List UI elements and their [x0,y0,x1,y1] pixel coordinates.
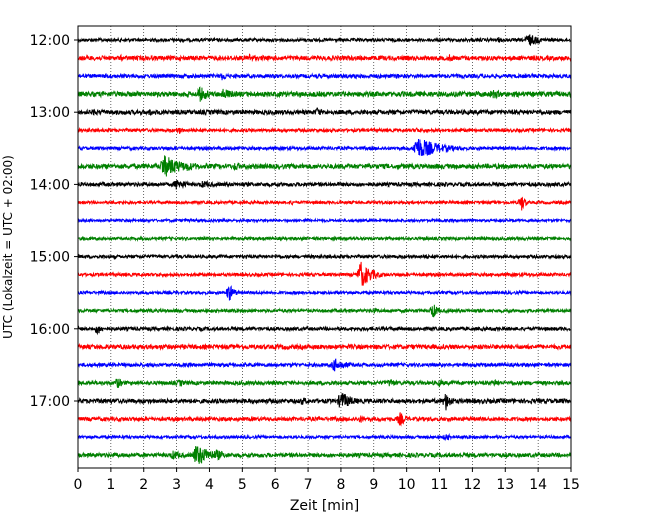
trace-1645 [77,378,572,389]
x-tick-label: 3 [172,477,181,493]
y-tick-label: 15:00 [30,250,70,266]
x-tick-label: 0 [74,477,83,493]
trace-1315 [77,126,572,135]
x-tick-label: 8 [336,477,345,493]
trace-1245 [77,86,572,102]
y-axis-ticks: 12:00 13:00 14:00 15:00 16:00 17:00 [30,33,78,410]
x-tick-label: 2 [139,477,148,493]
x-tick-label: 12 [463,477,481,493]
trace-1430 [77,217,572,224]
y-tick-label: 14:00 [30,177,70,193]
plot-frame [77,25,572,469]
y-tick-label: 12:00 [30,33,70,49]
trace-1545 [77,304,572,318]
trace-1715 [77,412,572,427]
x-tick-label: 10 [398,477,416,493]
traces-layer [77,34,572,464]
trace-1200 [77,34,572,46]
y-tick-label: 16:00 [30,322,70,338]
trace-1400 [77,179,572,190]
trace-1515 [77,261,572,286]
x-tick-label: 4 [205,477,214,493]
y-tick-label: 17:00 [30,394,70,410]
x-axis-ticks: 0 1 2 3 4 5 6 7 8 9 10 11 12 13 14 15 [74,468,580,493]
x-tick-label: 13 [496,477,514,493]
trace-1700 [77,393,572,411]
x-axis-label: Zeit [min] [290,498,359,514]
x-tick-label: 9 [369,477,378,493]
trace-1300 [77,107,572,117]
x-tick-label: 7 [304,477,313,493]
trace-1500 [77,253,572,261]
y-tick-label: 13:00 [30,105,70,121]
trace-1530 [77,285,572,301]
trace-1330 [77,138,572,156]
trace-1345 [77,155,572,177]
trace-1630 [77,358,572,372]
trace-1745 [77,446,572,464]
trace-1415 [77,196,572,211]
x-tick-label: 1 [106,477,115,493]
x-tick-label: 15 [562,477,580,493]
x-tick-label: 14 [529,477,547,493]
trace-1445 [77,235,572,242]
x-tick-label: 5 [238,477,247,493]
trace-1230 [77,72,572,81]
x-tick-label: 11 [431,477,449,493]
trace-1600 [77,325,572,336]
y-axis-label: UTC (Lokalzeit = UTC + 02:00) [1,155,15,339]
trace-1215 [77,53,572,63]
trace-1615 [77,342,572,351]
x-tick-label: 6 [271,477,280,493]
trace-1730 [77,432,572,442]
